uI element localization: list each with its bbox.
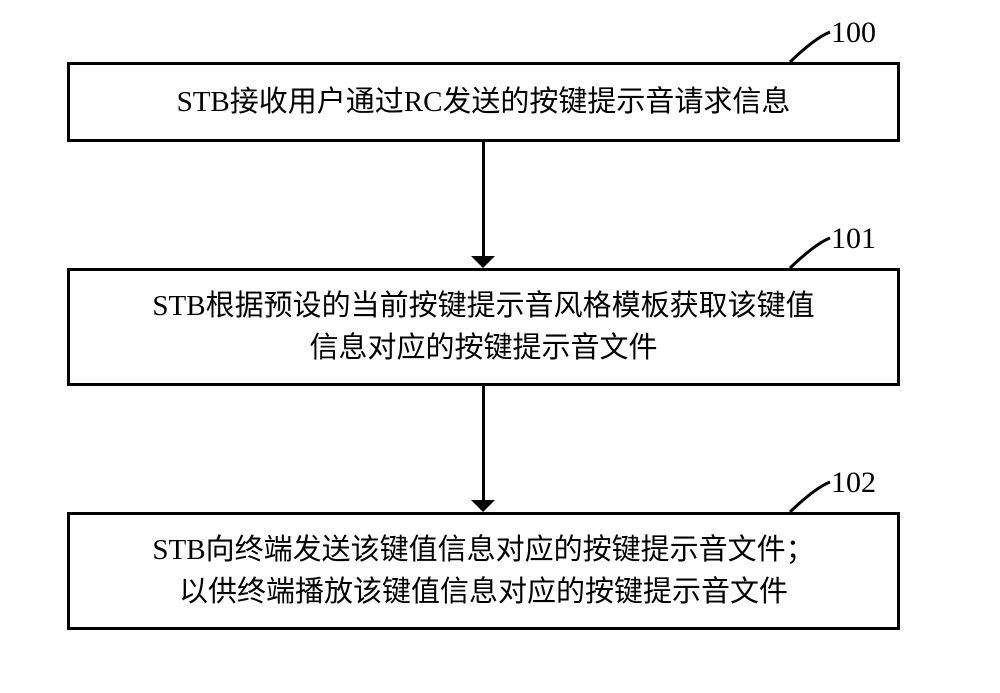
flow-arrow-line — [482, 386, 485, 500]
flow-step-box: STB接收用户通过RC发送的按键提示音请求信息 — [67, 62, 900, 142]
flow-step-box: STB根据预设的当前按键提示音风格模板获取该键值信息对应的按键提示音文件 — [67, 268, 900, 386]
flow-step-text: STB接收用户通过RC发送的按键提示音请求信息 — [177, 81, 791, 123]
step-number-label: 102 — [831, 466, 876, 500]
flow-arrow-line — [482, 142, 485, 256]
flow-arrow-head — [471, 500, 495, 512]
callout-curve — [786, 234, 834, 272]
callout-curve — [786, 28, 834, 66]
flow-step-text: STB根据预设的当前按键提示音风格模板获取该键值信息对应的按键提示音文件 — [152, 285, 814, 369]
step-number-label: 101 — [831, 222, 876, 256]
flow-arrow-head — [471, 256, 495, 268]
callout-curve — [786, 478, 834, 516]
flowchart-canvas: STB接收用户通过RC发送的按键提示音请求信息 100 STB根据预设的当前按键提示… — [0, 0, 1000, 693]
flow-step-text: STB向终端发送该键值信息对应的按键提示音文件；以供终端播放该键值信息对应的按键… — [152, 529, 814, 613]
flow-step-box: STB向终端发送该键值信息对应的按键提示音文件；以供终端播放该键值信息对应的按键… — [67, 512, 900, 630]
step-number-label: 100 — [831, 16, 876, 50]
